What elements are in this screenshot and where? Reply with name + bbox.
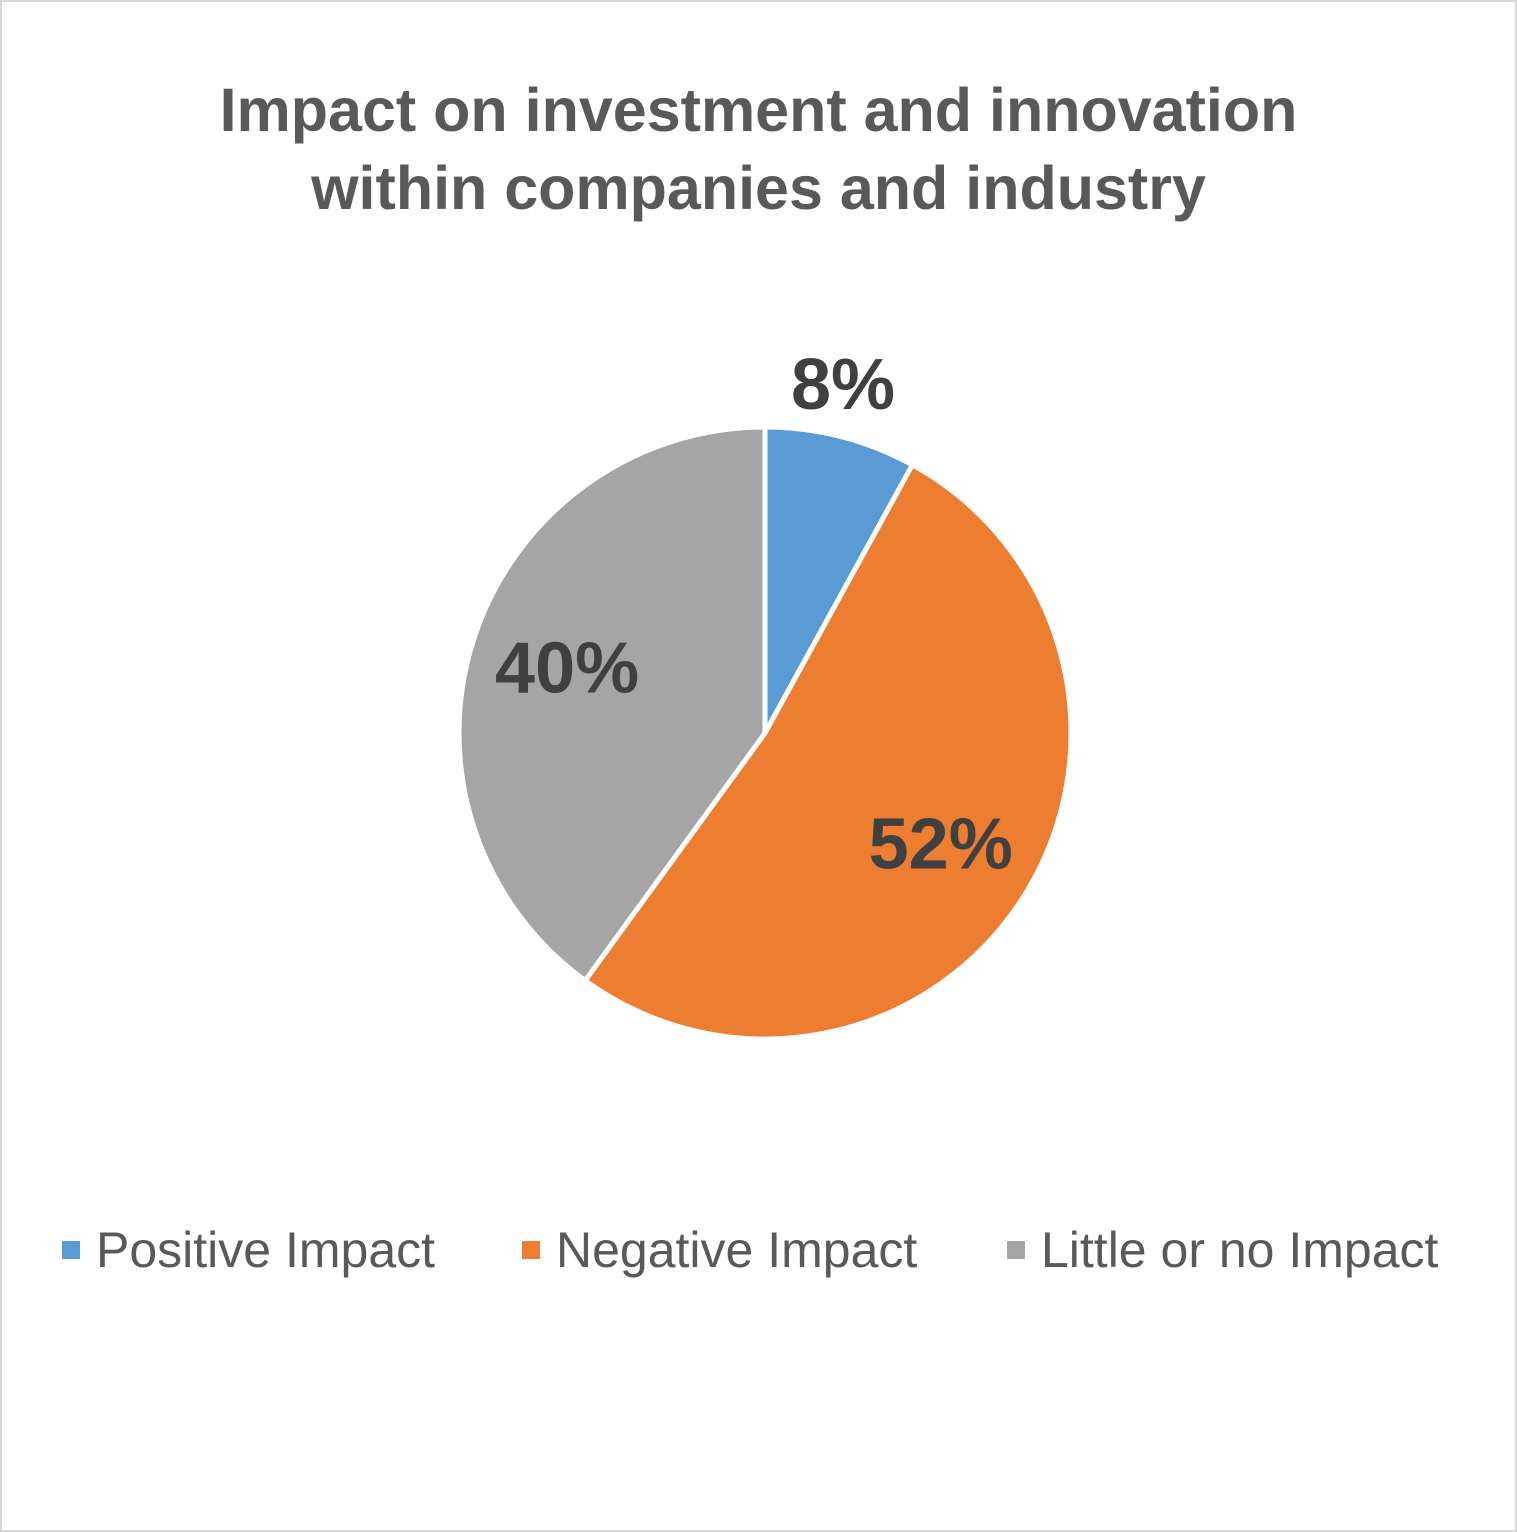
legend-item-negative: Negative Impact (522, 1210, 917, 1290)
chart-title-line-2: within companies and industry (311, 154, 1206, 222)
legend-label-positive: Positive Impact (96, 1222, 436, 1278)
legend-label-negative: Negative Impact (556, 1222, 918, 1278)
legend-swatch-little (1007, 1241, 1025, 1259)
data-label-positive: 8% (791, 345, 895, 425)
legend-item-little: Little or no Impact (1007, 1210, 1438, 1290)
legend-label-little: Little or no Impact (1041, 1222, 1439, 1278)
legend-item-positive: Positive Impact (62, 1210, 435, 1290)
pie-slice-negative (582, 462, 1074, 1042)
legend-swatch-positive (62, 1241, 80, 1259)
data-label-little: 40% (495, 629, 639, 709)
legend: Positive Impact Negative Impact Little o… (0, 1210, 1517, 1290)
pie-slice-little (456, 424, 768, 984)
legend-swatch-negative (522, 1241, 540, 1259)
pie-slice-positive (762, 424, 915, 736)
data-label-negative: 52% (869, 804, 1013, 884)
chart-title-line-1: Impact on investment and innovation (219, 76, 1298, 144)
